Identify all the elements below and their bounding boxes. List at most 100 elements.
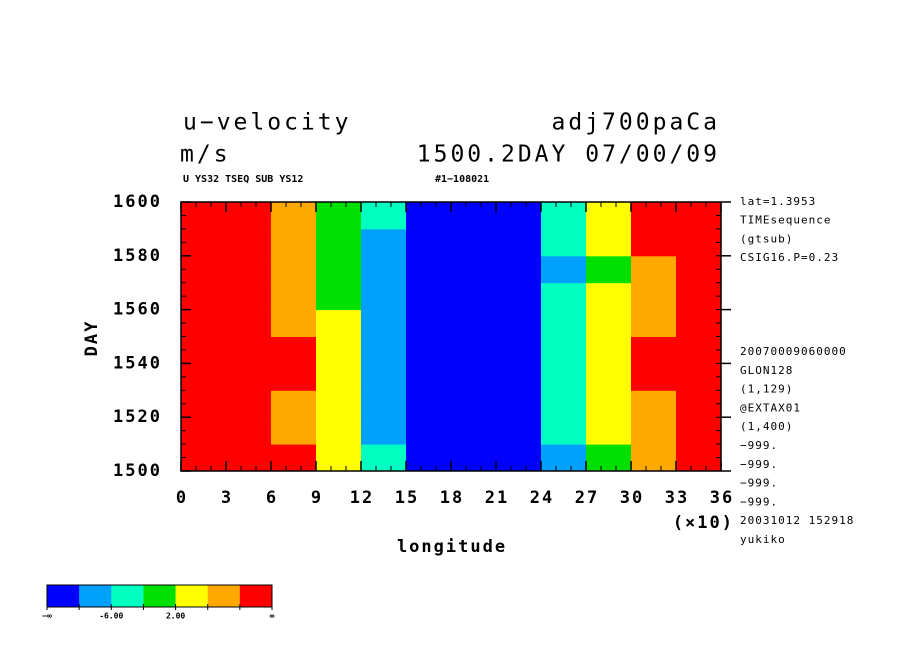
cell — [316, 228, 362, 257]
cell — [181, 282, 227, 311]
cell — [361, 417, 407, 445]
cell — [406, 309, 452, 337]
cell — [451, 417, 497, 445]
cell — [226, 202, 272, 230]
cell — [676, 202, 722, 230]
cell — [271, 228, 317, 257]
cell — [496, 444, 542, 472]
cell — [181, 255, 227, 284]
x-tick-label: 6 — [266, 488, 278, 508]
colorbar-swatch — [239, 585, 273, 607]
cell — [361, 390, 407, 418]
cell — [676, 255, 722, 284]
cell — [496, 309, 542, 337]
note: −999. — [740, 439, 778, 452]
note: −999. — [740, 495, 778, 508]
cell — [181, 363, 227, 391]
cell — [586, 202, 632, 230]
cell — [631, 282, 677, 311]
cell — [226, 336, 272, 364]
cell — [361, 202, 407, 230]
note: 20031012 152918 — [740, 514, 854, 527]
x-tick-label: 27 — [575, 488, 599, 508]
cell — [541, 363, 587, 391]
cell — [361, 255, 407, 284]
cell — [271, 255, 317, 284]
colorbar-frame — [46, 584, 273, 608]
cell — [181, 417, 227, 445]
cell — [226, 309, 272, 337]
cell — [451, 255, 497, 284]
x-tick-label: 24 — [530, 488, 554, 508]
cell — [406, 202, 452, 230]
cell — [541, 390, 587, 418]
cell — [451, 336, 497, 364]
cell — [496, 282, 542, 311]
cell — [676, 417, 722, 445]
cell — [406, 417, 452, 445]
cell — [406, 336, 452, 364]
note: CSIG16.P=0.23 — [740, 251, 839, 264]
cell — [631, 228, 677, 257]
x-tick-label: 21 — [485, 488, 509, 508]
x-tick-label: 12 — [350, 488, 374, 508]
cell — [406, 363, 452, 391]
cell — [271, 417, 317, 445]
x-tick-label: 30 — [620, 488, 644, 508]
cell — [586, 363, 632, 391]
cell — [631, 336, 677, 364]
cell — [586, 282, 632, 311]
cell — [451, 202, 497, 230]
cell — [496, 255, 542, 284]
cell — [316, 417, 362, 445]
cell — [271, 202, 317, 230]
cell — [451, 444, 497, 472]
cell — [406, 390, 452, 418]
y-tick-label: 1500 — [113, 461, 162, 481]
cell — [406, 228, 452, 257]
cell — [361, 228, 407, 257]
info-right: #1−108021 — [435, 174, 489, 185]
cell — [271, 309, 317, 337]
cell — [361, 336, 407, 364]
cell — [316, 363, 362, 391]
note: lat=1.3953 — [740, 195, 816, 208]
cell — [181, 336, 227, 364]
note: 20070009060000 — [740, 345, 847, 358]
cell — [361, 309, 407, 337]
note: GLON128 — [740, 364, 793, 377]
note: (gtsub) — [740, 232, 793, 245]
cell — [586, 228, 632, 257]
cell — [451, 228, 497, 257]
cell — [631, 202, 677, 230]
y-tick-label: 1600 — [113, 192, 162, 212]
cell — [586, 309, 632, 337]
cell — [226, 444, 272, 472]
cell — [586, 444, 632, 472]
cell — [541, 255, 587, 284]
x-tick-label: 18 — [440, 488, 464, 508]
cell — [226, 417, 272, 445]
cell — [271, 363, 317, 391]
colorbar-label: -6.00 — [99, 612, 123, 621]
cell — [541, 309, 587, 337]
colorbar-label: ∞ — [270, 612, 275, 621]
x-tick-label: 3 — [221, 488, 233, 508]
cell — [676, 309, 722, 337]
cell — [271, 390, 317, 418]
note: yukiko — [740, 533, 786, 546]
cell — [631, 363, 677, 391]
cell — [541, 228, 587, 257]
cell — [181, 309, 227, 337]
colorbar-swatch — [207, 585, 241, 607]
cell — [676, 282, 722, 311]
y-axis-label: DAY — [82, 320, 102, 357]
cell — [451, 363, 497, 391]
cell — [496, 363, 542, 391]
cell — [451, 309, 497, 337]
cell — [496, 417, 542, 445]
x-tick-label: 36 — [710, 488, 734, 508]
cell — [631, 444, 677, 472]
note: −999. — [740, 477, 778, 490]
cell — [676, 228, 722, 257]
